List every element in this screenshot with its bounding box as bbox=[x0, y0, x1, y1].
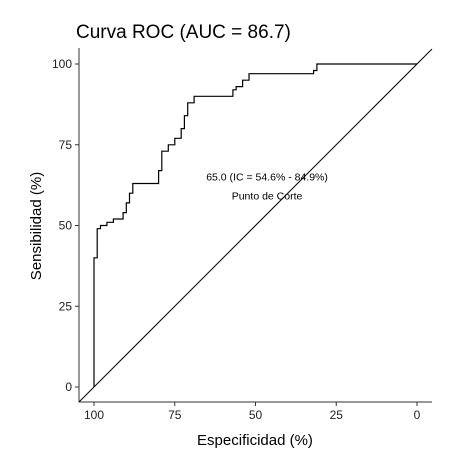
y-tick-label: 25 bbox=[59, 299, 73, 313]
x-tick-label: 75 bbox=[168, 408, 182, 422]
chart-title: Curva ROC (AUC = 86.7) bbox=[76, 22, 291, 43]
y-tick-label: 75 bbox=[59, 138, 73, 152]
y-tick-label: 100 bbox=[52, 57, 72, 71]
y-tick-label: 0 bbox=[65, 380, 72, 394]
axes: 100 75 50 25 0 0 25 50 75 100 bbox=[52, 48, 432, 422]
y-axis-title: Sensibilidad (%) bbox=[28, 172, 45, 280]
y-tick-label: 50 bbox=[59, 219, 73, 233]
roc-curve bbox=[93, 63, 417, 387]
x-tick-label: 100 bbox=[84, 408, 104, 422]
x-tick-label: 25 bbox=[330, 408, 344, 422]
x-tick-label: 0 bbox=[414, 408, 421, 422]
x-axis-title: Especificidad (%) bbox=[197, 432, 313, 449]
reference-line bbox=[78, 48, 433, 403]
x-tick-label: 50 bbox=[249, 408, 263, 422]
cutoff-caption: Punto de Corte bbox=[232, 191, 303, 203]
cutoff-label: 65.0 (IC = 54.6% - 84.9%) bbox=[206, 171, 328, 183]
plot-area: 65.0 (IC = 54.6% - 84.9%) Punto de Corte bbox=[78, 48, 433, 403]
